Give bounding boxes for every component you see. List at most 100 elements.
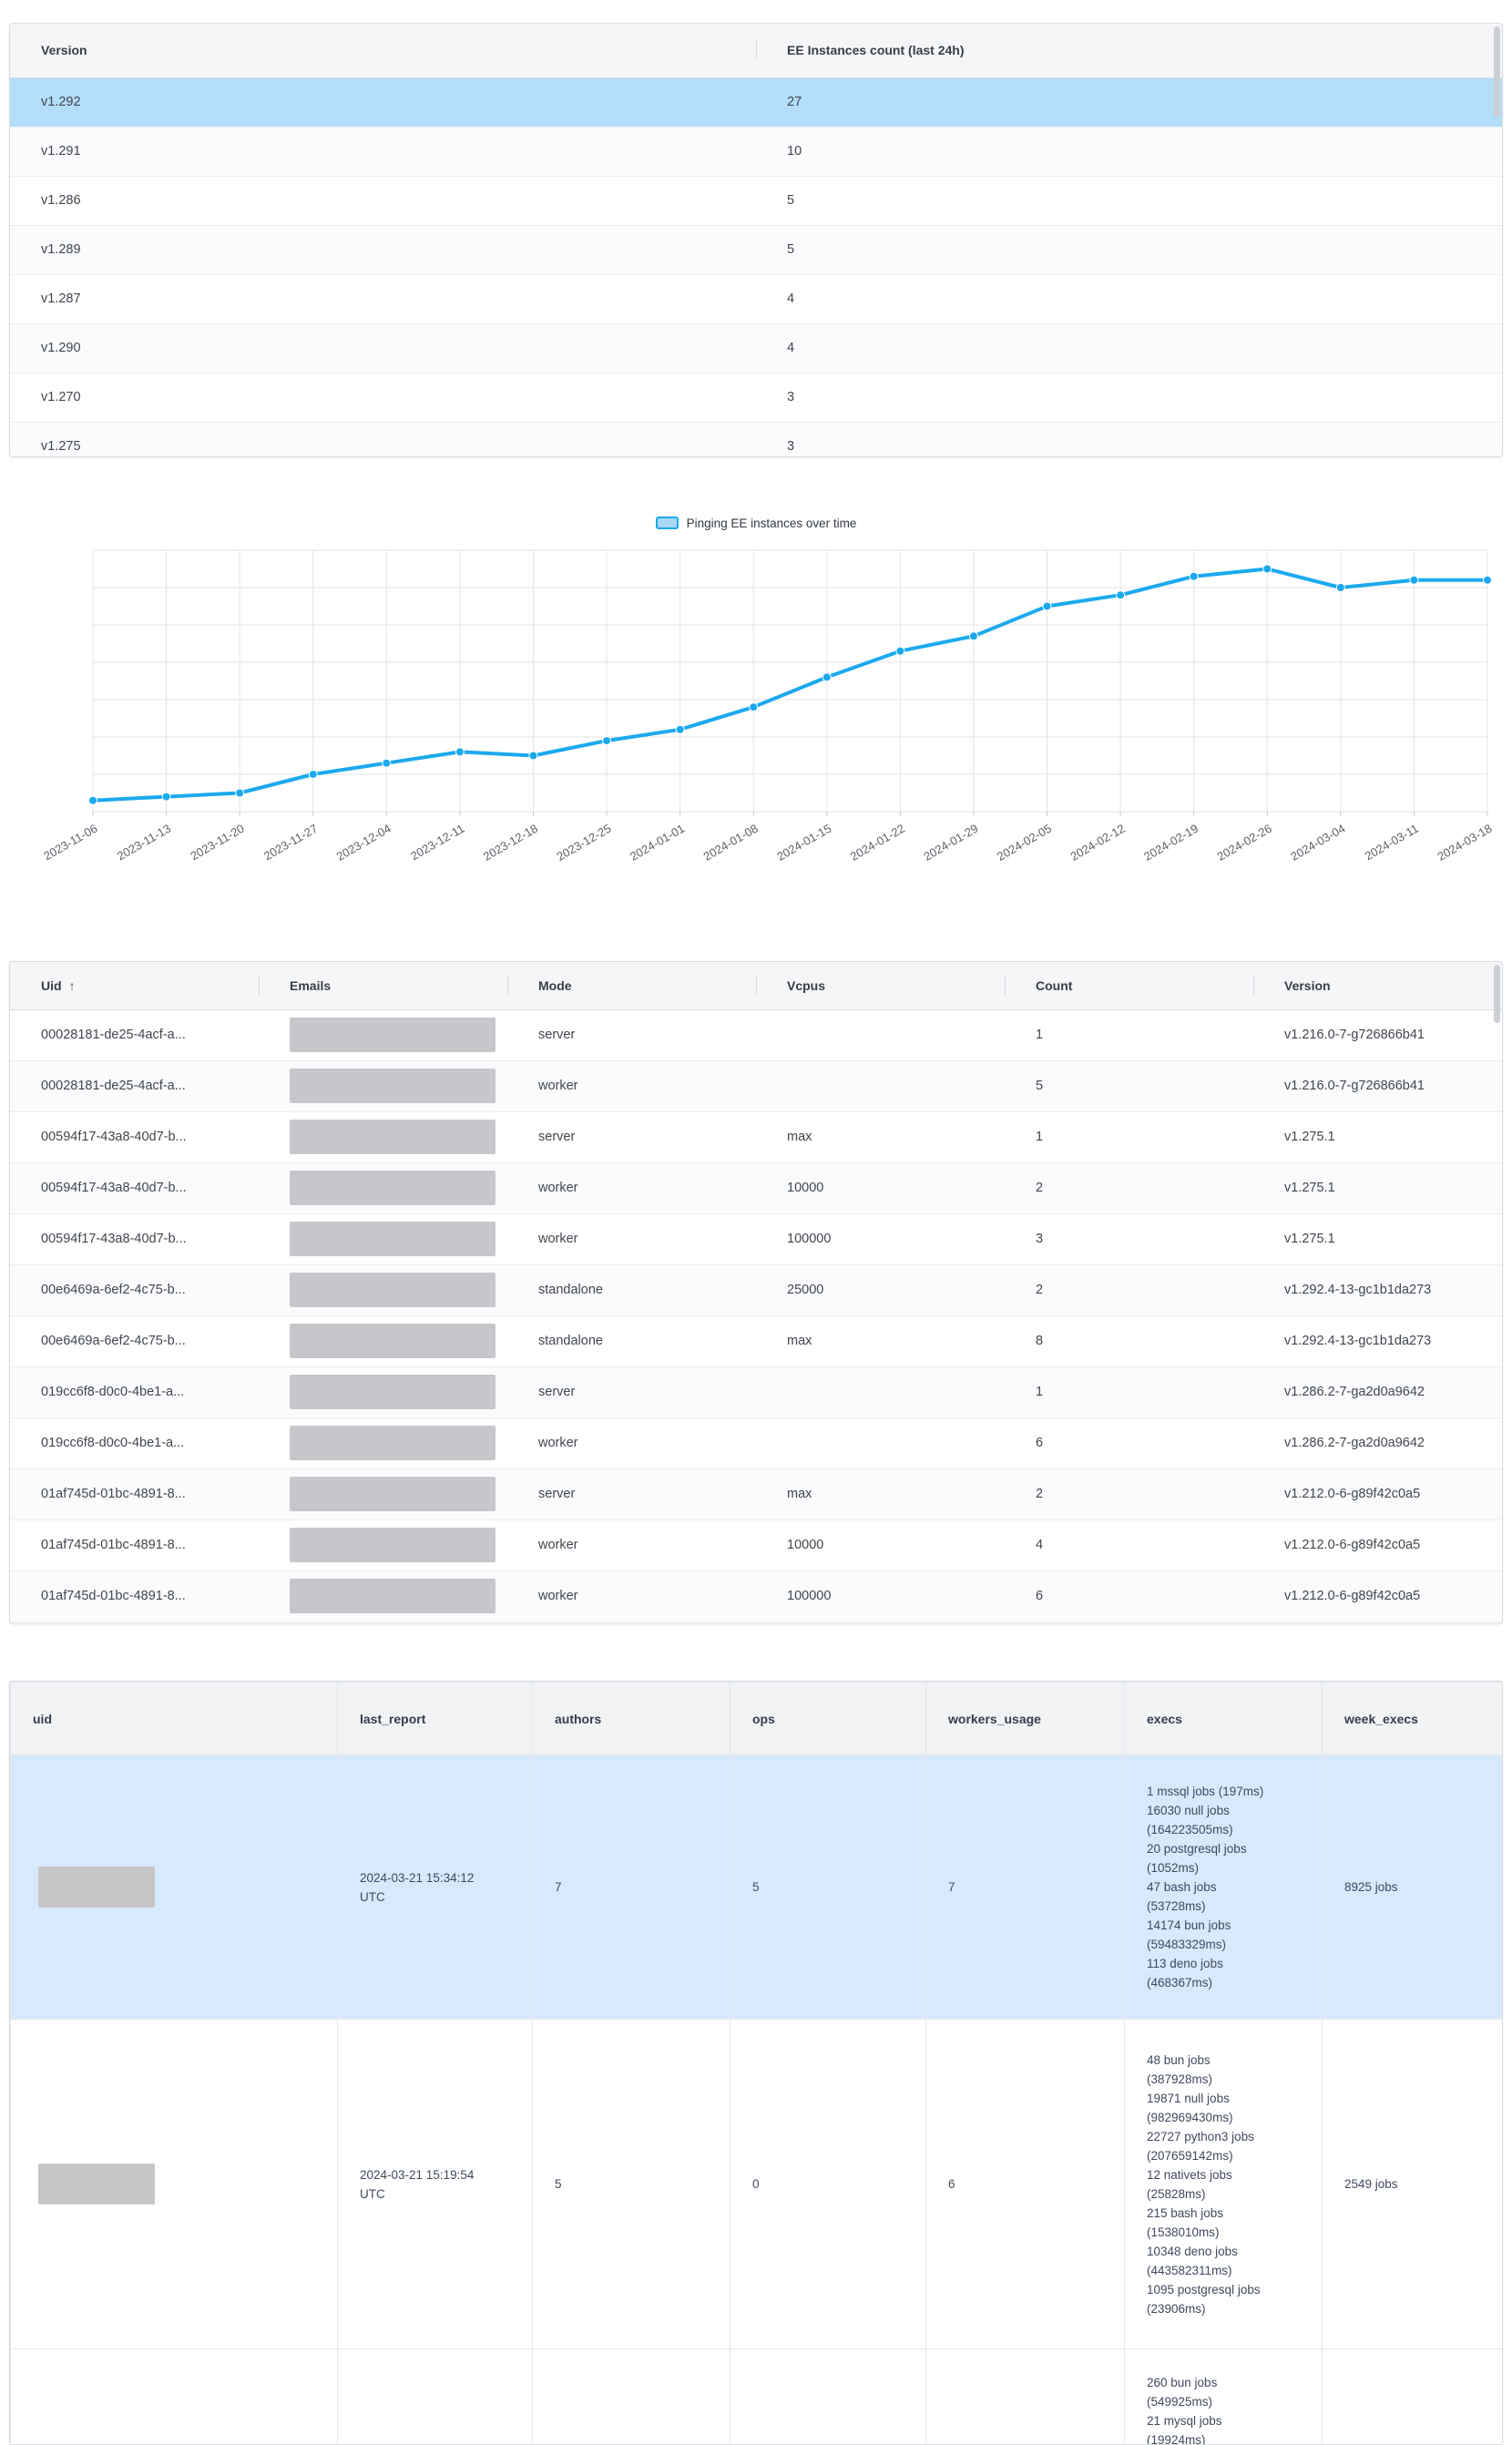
mode-cell: worker (507, 1417, 756, 1469)
exec-entry: 1 mssql jobs (197ms) (1147, 1785, 1264, 1798)
execs-column-header: execs (1124, 1682, 1323, 1755)
emails-cell (259, 1519, 507, 1571)
version-row[interactable]: v1.275 3 (10, 422, 1502, 456)
column-separator (259, 975, 260, 996)
exec-entry: 215 bash jobs (1538010ms) (1147, 2205, 1224, 2239)
instance-row[interactable]: 019cc6f8-d0c0-4be1-a... worker 6 v1.286.2-7… (10, 1417, 1502, 1469)
count-column-header[interactable]: Count (1005, 962, 1253, 1010)
chart-grid (92, 549, 1488, 816)
version-column-header[interactable]: Version (1253, 962, 1502, 1010)
mode-cell: server (507, 1366, 756, 1418)
ops-column-label: ops (752, 1711, 775, 1726)
legend-item[interactable]: Pinging EE instances over time (655, 516, 857, 530)
version-row[interactable]: v1.290 4 (10, 323, 1502, 373)
version-cell: v1.275.1 (1253, 1111, 1502, 1163)
versions-card: Version EE Instances count (last 24h) v1… (9, 23, 1503, 457)
uid-cell: 00594f17-43a8-40d7-b... (10, 1162, 259, 1214)
instance-row[interactable]: 01af745d-01bc-4891-8... worker 10000 4 v1.21… (10, 1519, 1502, 1571)
version-row[interactable]: v1.270 3 (10, 373, 1502, 423)
legend-label: Pinging EE instances over time (686, 516, 857, 530)
count-cell: 4 (756, 323, 1502, 373)
version-row[interactable]: v1.286 5 (10, 176, 1502, 226)
count-cell: 4 (756, 274, 1502, 324)
instance-row[interactable]: 01af745d-01bc-4891-8... worker 100000 6 v1.2… (10, 1570, 1502, 1622)
mode-column-label: Mode (538, 977, 572, 993)
versions-header-row: Version EE Instances count (last 24h) (10, 24, 1502, 78)
x-axis-label: 2024-01-08 (701, 822, 761, 864)
ops-cell: 0 (730, 2019, 926, 2349)
data-point (88, 795, 97, 805)
redacted-uid-block (38, 2164, 155, 2205)
instance-row[interactable]: 00e6469a-6ef2-4c75-b... standalone 25000 2 v… (10, 1264, 1502, 1316)
x-axis-label: 2023-12-04 (334, 822, 393, 864)
count-cell: 1 (1005, 1009, 1253, 1061)
mode-cell: standalone (507, 1264, 756, 1316)
uid-column-header[interactable]: Uid ↑ (10, 962, 259, 1010)
emails-column-header[interactable]: Emails (259, 962, 507, 1010)
exec-entry: 47 bash jobs (53728ms) (1147, 1880, 1217, 1913)
version-row[interactable]: v1.287 4 (10, 274, 1502, 324)
version-cell: v1.287 (10, 274, 756, 324)
vcpus-cell (756, 1060, 1005, 1112)
version-row[interactable]: v1.292 27 (10, 77, 1502, 128)
instance-row[interactable]: 00028181-de25-4acf-a... server 1 v1.216.0-7… (10, 1009, 1502, 1061)
version-cell: v1.275 (10, 422, 756, 456)
instances-card: Uid ↑ Emails Mode Vcpus Count Version 000… (9, 961, 1503, 1624)
x-axis-label: 2024-02-19 (1141, 822, 1200, 864)
version-column-header[interactable]: Version (10, 24, 756, 78)
count-column-header[interactable]: EE Instances count (last 24h) (756, 24, 1502, 78)
exec-entry: 19871 null jobs (982969430ms) (1147, 2091, 1233, 2124)
redacted-email-block (290, 1324, 495, 1358)
reports-table-body: 2024-03-21 15:34:12 UTC 7 5 7 1 mssql jobs (… (10, 1754, 1502, 2444)
mode-cell: server (507, 1009, 756, 1061)
instance-row[interactable]: 00594f17-43a8-40d7-b... worker 100000 3 v1.2… (10, 1213, 1502, 1265)
instance-row[interactable]: 019cc6f8-d0c0-4be1-a... server 1 v1.286.2-7… (10, 1366, 1502, 1418)
uid-column-header: uid (10, 1682, 338, 1755)
redacted-email-block (290, 1528, 495, 1562)
count-column-label: Count (1036, 977, 1073, 993)
week-execs-column-header: week_execs (1322, 1682, 1502, 1755)
uid-column-label: Uid (41, 977, 62, 993)
report-row[interactable]: 2024-03-21 15:19:54 UTC 5 0 6 48 bun jobs (3… (10, 2019, 1502, 2349)
execs-cell: 1 mssql jobs (197ms) 16030 null jobs (164… (1124, 1754, 1323, 2020)
count-cell: 8 (1005, 1315, 1253, 1367)
data-point (968, 631, 978, 641)
version-row[interactable]: v1.291 10 (10, 127, 1502, 177)
ops-cell (730, 2348, 926, 2444)
version-cell: v1.291 (10, 127, 756, 177)
vcpus-column-header[interactable]: Vcpus (756, 962, 1005, 1010)
vcpus-cell: 10000 (756, 1162, 1005, 1214)
uid-cell: 00594f17-43a8-40d7-b... (10, 1213, 259, 1265)
vcpus-cell (756, 1009, 1005, 1061)
mode-cell: worker (507, 1213, 756, 1265)
reports-card: uid last_report authors ops workers_usag… (9, 1681, 1503, 2445)
instance-row[interactable]: 00e6469a-6ef2-4c75-b... standalone max 8 v1.… (10, 1315, 1502, 1367)
version-cell: v1.212.0-6-g89f42c0a5 (1253, 1570, 1502, 1622)
x-axis-label: 2023-12-25 (554, 822, 613, 864)
scrollbar-thumb[interactable] (1494, 965, 1500, 1023)
exec-entry: 1095 postgresql jobs (23906ms) (1147, 2282, 1261, 2316)
version-cell: v1.216.0-7-g726866b41 (1253, 1060, 1502, 1112)
instance-row[interactable]: 01af745d-01bc-4891-8... server max 2 v1.212.… (10, 1468, 1502, 1520)
instance-row[interactable]: 00594f17-43a8-40d7-b... worker 10000 2 v1.27… (10, 1162, 1502, 1214)
count-cell: 5 (756, 225, 1502, 275)
x-axis-label: 2024-02-12 (1068, 822, 1128, 864)
uid-cell: 019cc6f8-d0c0-4be1-a... (10, 1417, 259, 1469)
x-axis-label: 2023-11-27 (261, 822, 320, 864)
instance-row[interactable]: 00028181-de25-4acf-a... worker 5 v1.216.0-7… (10, 1060, 1502, 1112)
instance-row[interactable]: 00594f17-43a8-40d7-b... server max 1 v1.275.… (10, 1111, 1502, 1163)
mode-cell: worker (507, 1570, 756, 1622)
column-separator (756, 40, 757, 61)
emails-cell (259, 1468, 507, 1520)
report-row[interactable]: 260 bun jobs (549925ms) 21 mysql jobs (19… (10, 2348, 1502, 2444)
version-row[interactable]: v1.289 5 (10, 225, 1502, 275)
count-cell: 4 (1005, 1519, 1253, 1571)
report-row[interactable]: 2024-03-21 15:34:12 UTC 7 5 7 1 mssql jobs (… (10, 1754, 1502, 2020)
vcpus-cell (756, 1417, 1005, 1469)
execs-column-label: execs (1147, 1711, 1182, 1726)
version-cell: v1.286.2-7-ga2d0a9642 (1253, 1366, 1502, 1418)
mode-column-header[interactable]: Mode (507, 962, 756, 1010)
emails-cell (259, 1264, 507, 1316)
scrollbar-thumb[interactable] (1494, 26, 1500, 118)
instances-table: Uid ↑ Emails Mode Vcpus Count Version 000… (10, 962, 1502, 1622)
